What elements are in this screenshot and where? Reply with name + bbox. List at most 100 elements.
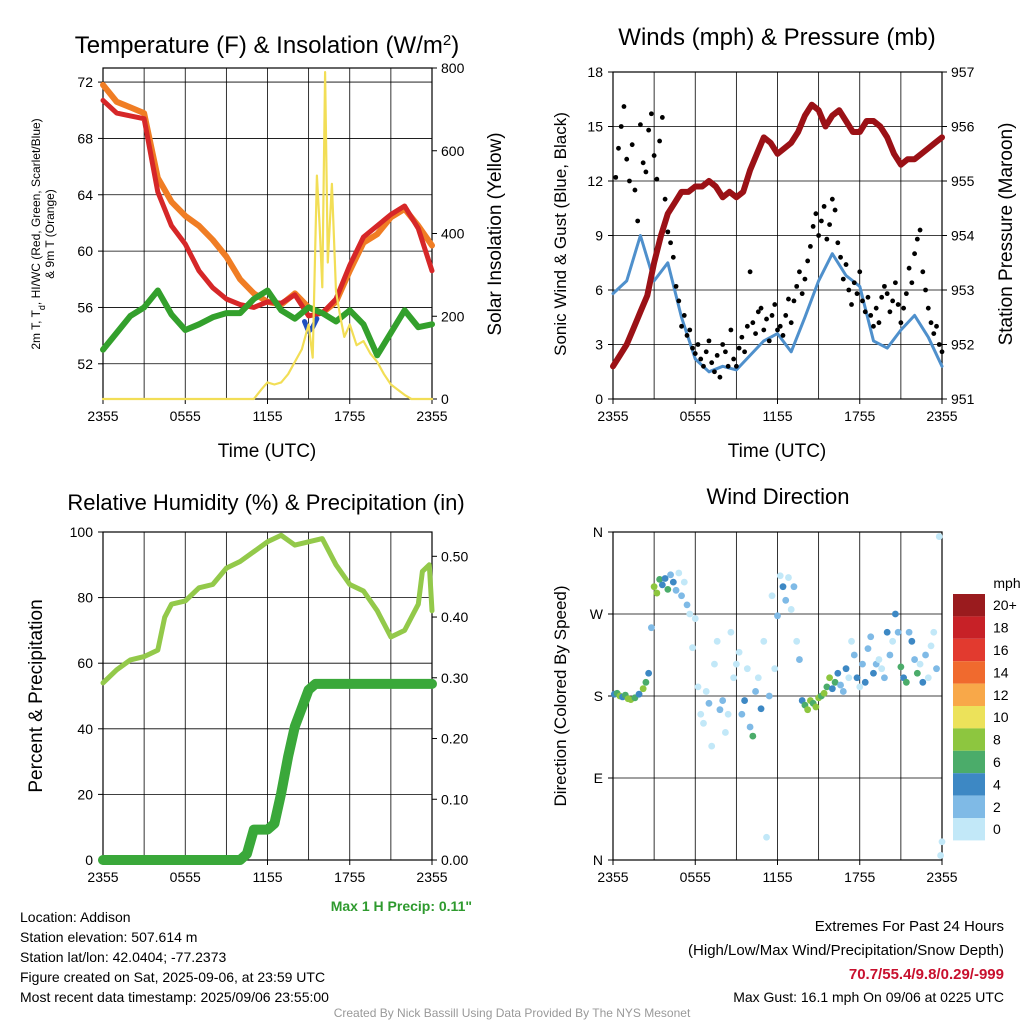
- wind-ytick-label: 18: [587, 64, 603, 80]
- temp-y2tick-label: 400: [441, 226, 465, 242]
- temp-series-temperature: [100, 97, 435, 319]
- gust-point: [651, 153, 657, 158]
- direction-point: [675, 569, 683, 577]
- legend-label: 16: [993, 642, 1009, 658]
- direction-point: [705, 699, 713, 707]
- direction-point: [897, 663, 905, 671]
- direction-point: [820, 689, 828, 697]
- gust-point: [827, 222, 832, 228]
- gust-point: [679, 323, 684, 329]
- direction-point: [708, 742, 716, 750]
- dir-xtick-label: 2355: [597, 869, 628, 885]
- direction-point: [911, 656, 918, 663]
- gust-point: [862, 309, 868, 315]
- legend-swatch: [953, 728, 985, 751]
- direction-point: [669, 578, 677, 586]
- direction-point: [881, 674, 888, 682]
- wind-xtick-label: 2355: [597, 408, 628, 424]
- temp-series-insolation: [101, 71, 434, 401]
- direction-point: [664, 586, 672, 593]
- location-text: Location: Addison: [20, 909, 131, 925]
- wind-y2tick-label: 955: [951, 173, 975, 189]
- temp-ytick-label: 68: [77, 130, 93, 146]
- direction-point: [913, 669, 921, 677]
- legend-label: 18: [993, 620, 1009, 636]
- legend-swatch: [953, 638, 985, 662]
- temp-ytick-label: 72: [77, 74, 93, 90]
- max-precip-note: Max 1 H Precip: 0.11": [331, 898, 472, 914]
- rh-ytick-label: 100: [70, 524, 94, 540]
- rh-xtick-label: 2355: [416, 869, 447, 885]
- temp-title-end: ): [451, 32, 459, 59]
- direction-point: [719, 697, 727, 704]
- direction-point: [924, 674, 932, 682]
- direction-point: [812, 703, 820, 711]
- gust-point: [758, 305, 764, 311]
- gust-point: [613, 174, 619, 180]
- rh-ylabel: Percent & Precipitation: [26, 599, 47, 792]
- gust-point: [876, 320, 882, 326]
- direction-point: [837, 681, 844, 689]
- temp-y2tick-label: 200: [441, 308, 465, 324]
- gust-point: [892, 280, 898, 286]
- gust-point: [629, 142, 635, 148]
- temp-y2label: Solar Insolation (Yellow): [485, 132, 506, 335]
- gust-point: [939, 349, 945, 355]
- gust-point: [627, 178, 632, 184]
- gust-point: [865, 294, 871, 300]
- rh-ytick-label: 20: [77, 786, 93, 802]
- direction-point: [642, 678, 650, 686]
- recent-text: Most recent data timestamp: 2025/09/06 2…: [20, 989, 329, 1005]
- gust-point: [813, 211, 819, 217]
- gust-point: [901, 305, 907, 311]
- gust-point: [632, 187, 638, 193]
- direction-point: [861, 678, 869, 686]
- legend-label: 2: [993, 799, 1001, 815]
- gust-point: [668, 240, 673, 246]
- gust-point: [640, 160, 646, 166]
- gust-point: [923, 287, 928, 293]
- legend-swatch: [953, 661, 985, 684]
- wind-xtick-label: 1755: [844, 408, 875, 424]
- direction-point: [930, 628, 938, 636]
- gust-point: [909, 280, 915, 286]
- direction-point: [672, 586, 680, 594]
- direction-point: [635, 690, 643, 698]
- temp-y2tick-label: 600: [441, 143, 465, 159]
- direction-point: [752, 688, 759, 695]
- gust-point: [709, 360, 715, 366]
- gust-point: [890, 298, 896, 304]
- direction-point: [859, 660, 866, 668]
- direction-point: [645, 669, 653, 677]
- gust-point: [717, 374, 723, 380]
- legend-label: 8: [993, 732, 1001, 748]
- wind-xlabel: Time (UTC): [728, 441, 827, 462]
- direction-point: [933, 665, 940, 673]
- dir-xtick-label: 2355: [926, 869, 957, 885]
- legend-title: mph: [993, 575, 1020, 591]
- latlon-text: Station lat/lon: 42.0404; -77.2373: [20, 949, 227, 965]
- gust-point: [821, 204, 827, 209]
- direction-point: [749, 732, 757, 740]
- direction-point: [935, 533, 943, 540]
- direction-point: [848, 637, 855, 645]
- gust-point: [624, 156, 630, 162]
- gust-point: [692, 351, 698, 356]
- direction-point: [875, 656, 883, 663]
- gust-point: [925, 305, 931, 311]
- gust-point: [810, 224, 816, 229]
- temp-xtick-label: 2355: [416, 408, 447, 424]
- direction-point: [650, 583, 658, 591]
- temp-y2tick-label: 800: [441, 60, 465, 76]
- gust-point: [912, 251, 917, 257]
- gust-point: [835, 240, 841, 246]
- direction-point: [716, 706, 724, 714]
- rh-xtick-label: 1155: [252, 869, 282, 885]
- dir-title: Wind Direction: [706, 484, 849, 509]
- direction-point: [697, 710, 705, 718]
- gust-point: [786, 296, 791, 302]
- gust-point: [914, 236, 920, 242]
- gust-point: [703, 349, 709, 355]
- gust-point: [706, 338, 712, 344]
